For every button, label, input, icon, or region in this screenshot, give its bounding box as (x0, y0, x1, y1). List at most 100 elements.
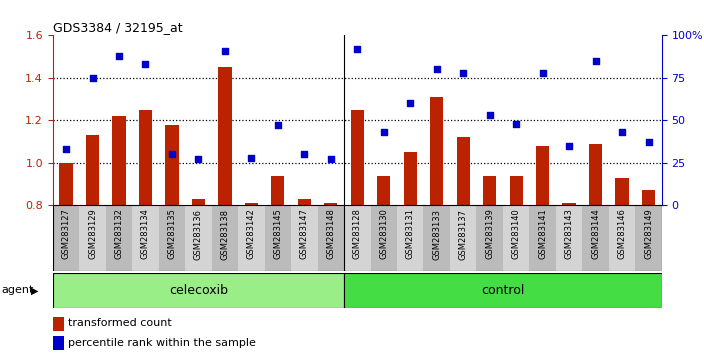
Text: agent: agent (1, 285, 34, 295)
Bar (403, 152, 417, 205)
Text: GSM283133: GSM283133 (432, 209, 441, 259)
Text: control: control (482, 284, 524, 297)
Bar (218, 67, 232, 205)
Point (484, 113, 496, 118)
Bar (106, 205, 132, 271)
Bar (191, 199, 205, 205)
Bar (318, 205, 344, 271)
Bar (536, 146, 549, 205)
Bar (562, 203, 576, 205)
Text: GSM283130: GSM283130 (379, 209, 389, 259)
Bar (53, 317, 64, 331)
Text: GSM283146: GSM283146 (617, 209, 627, 259)
Point (219, 48, 230, 53)
Point (537, 70, 548, 76)
Bar (291, 205, 318, 271)
Bar (158, 205, 185, 271)
Text: GSM283129: GSM283129 (88, 209, 97, 259)
Point (351, 46, 363, 52)
Text: GSM283136: GSM283136 (194, 209, 203, 259)
Bar (53, 273, 344, 308)
Bar (529, 205, 556, 271)
Bar (113, 116, 125, 205)
Text: GSM283135: GSM283135 (168, 209, 177, 259)
Bar (344, 273, 662, 308)
Bar (483, 176, 496, 205)
Bar (510, 176, 523, 205)
Bar (457, 137, 470, 205)
Bar (556, 205, 582, 271)
Text: GSM283149: GSM283149 (644, 209, 653, 259)
Point (87, 75, 98, 81)
Bar (298, 199, 311, 205)
Text: GSM283139: GSM283139 (485, 209, 494, 259)
Bar (424, 205, 450, 271)
Text: percentile rank within the sample: percentile rank within the sample (68, 337, 256, 348)
Bar (397, 205, 424, 271)
Bar (430, 97, 444, 205)
Text: GSM283148: GSM283148 (326, 209, 335, 259)
Bar (642, 190, 655, 205)
Point (272, 122, 284, 128)
Text: GSM283145: GSM283145 (273, 209, 282, 259)
Bar (165, 125, 179, 205)
Bar (53, 336, 64, 350)
Point (617, 130, 628, 135)
Bar (80, 205, 106, 271)
Bar (139, 110, 152, 205)
Bar (245, 203, 258, 205)
Bar (503, 205, 529, 271)
Point (563, 143, 574, 149)
Bar (265, 205, 291, 271)
Text: ▶: ▶ (31, 285, 39, 295)
Text: GSM283134: GSM283134 (141, 209, 150, 259)
Bar (53, 205, 80, 271)
Point (643, 139, 654, 145)
Bar (212, 205, 238, 271)
Bar (635, 205, 662, 271)
Text: GSM283147: GSM283147 (300, 209, 309, 259)
Bar (238, 205, 265, 271)
Text: GSM283141: GSM283141 (538, 209, 547, 259)
Point (246, 155, 257, 161)
Point (405, 101, 416, 106)
Text: GSM283127: GSM283127 (61, 209, 70, 259)
Point (298, 152, 310, 157)
Bar (370, 205, 397, 271)
Bar (615, 178, 629, 205)
Bar (132, 205, 158, 271)
Bar (86, 135, 99, 205)
Point (61, 147, 72, 152)
Text: GSM283137: GSM283137 (459, 209, 467, 259)
Point (325, 156, 337, 162)
Point (458, 70, 469, 76)
Text: GDS3384 / 32195_at: GDS3384 / 32195_at (53, 21, 182, 34)
Bar (344, 205, 370, 271)
Point (510, 121, 522, 127)
Text: celecoxib: celecoxib (169, 284, 228, 297)
Point (140, 62, 151, 67)
Text: GSM283140: GSM283140 (512, 209, 521, 259)
Point (166, 152, 177, 157)
Text: transformed count: transformed count (68, 318, 172, 329)
Bar (589, 144, 602, 205)
Bar (351, 110, 364, 205)
Bar (450, 205, 477, 271)
Bar (377, 176, 391, 205)
Bar (185, 205, 212, 271)
Point (590, 58, 601, 64)
Bar (59, 163, 73, 205)
Bar (477, 205, 503, 271)
Text: GSM283138: GSM283138 (220, 209, 230, 259)
Text: GSM283143: GSM283143 (565, 209, 574, 259)
Text: GSM283128: GSM283128 (353, 209, 362, 259)
Point (431, 67, 442, 72)
Bar (582, 205, 609, 271)
Text: GSM283142: GSM283142 (247, 209, 256, 259)
Text: GSM283144: GSM283144 (591, 209, 600, 259)
Text: GSM283132: GSM283132 (115, 209, 123, 259)
Bar (271, 176, 284, 205)
Bar (609, 205, 635, 271)
Bar (324, 203, 337, 205)
Point (378, 130, 389, 135)
